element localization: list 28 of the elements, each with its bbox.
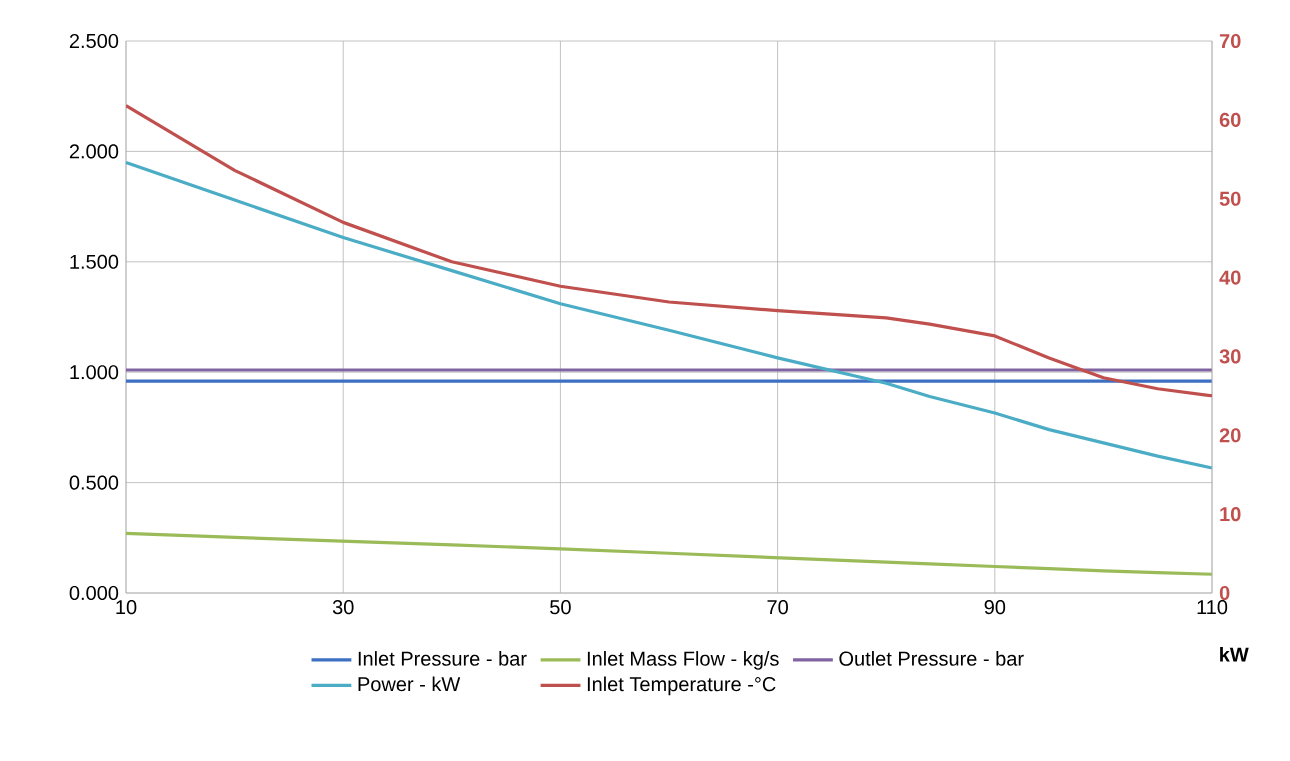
line-series xyxy=(124,160,1214,470)
y2-tick-label: 0 xyxy=(1219,585,1230,601)
x-tick-label: 50 xyxy=(550,600,571,615)
y2-tick-label: 40 xyxy=(1219,270,1241,285)
y2-tick-label: 30 xyxy=(1219,349,1241,364)
y2-tick-label: 70 xyxy=(1219,33,1241,49)
x-axis-title: kW xyxy=(1220,646,1249,662)
x-tick-label: 90 xyxy=(984,600,1006,615)
y-tick-label: 2.500 xyxy=(69,33,119,49)
legend-label: Inlet Temperature -°C xyxy=(587,676,776,696)
y2-tick-label: 50 xyxy=(1219,191,1241,206)
legend-label: Inlet Pressure - bar xyxy=(358,651,527,666)
y-tick-label: 0.000 xyxy=(69,585,119,601)
y2-tick-label: 60 xyxy=(1219,112,1241,127)
line-series xyxy=(126,104,1213,398)
y2-tick-label: 10 xyxy=(1220,507,1241,522)
x-tick-label: 70 xyxy=(767,600,788,615)
x-tick-label: 10 xyxy=(116,600,137,615)
y-tick-label: 2.000 xyxy=(69,144,119,159)
legend-label: Inlet Mass Flow - kg/s xyxy=(587,651,779,670)
y2-tick-label: 20 xyxy=(1219,428,1241,443)
legend-label: Power - kW xyxy=(358,676,461,692)
y-tick-label: 1.500 xyxy=(70,254,119,269)
y-tick-label: 0.500 xyxy=(69,475,119,490)
y-tick-label: 1.000 xyxy=(70,365,119,380)
x-tick-label: 30 xyxy=(332,600,354,615)
legend-label: Outlet Pressure - bar xyxy=(839,651,1024,666)
x-tick-label: 110 xyxy=(1197,600,1228,615)
